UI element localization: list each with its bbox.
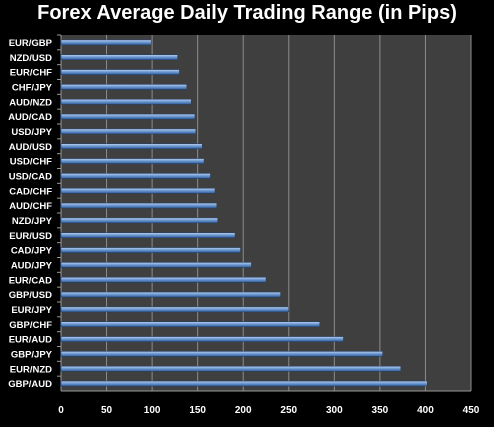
x-tick-label: 400 — [417, 405, 434, 416]
category-label: GBP/JPY — [11, 349, 53, 360]
category-label: EUR/NZD — [10, 364, 52, 375]
bar — [60, 366, 402, 372]
x-tick-label: 0 — [58, 405, 64, 416]
category-label: USD/JPY — [11, 127, 52, 138]
category-label: AUD/CAD — [8, 112, 52, 123]
category-label: NZD/USD — [10, 53, 52, 64]
category-label: EUR/CHF — [10, 68, 52, 79]
bar — [60, 84, 187, 90]
category-label: GBP/CHF — [9, 320, 52, 331]
x-tick-label: 200 — [235, 405, 252, 416]
bar — [60, 69, 180, 75]
bars — [60, 39, 428, 387]
bar — [60, 351, 383, 357]
category-label: AUD/CHF — [9, 201, 52, 212]
category-label: GBP/USD — [9, 290, 52, 301]
bar — [60, 380, 428, 387]
bar — [60, 262, 252, 268]
bar — [60, 321, 321, 327]
category-label: GBP/AUD — [8, 379, 52, 390]
category-label: EUR/GBP — [9, 38, 53, 49]
bar — [60, 128, 197, 135]
bar — [60, 143, 203, 149]
x-tick-label: 300 — [326, 405, 343, 416]
x-tick-label: 250 — [280, 405, 297, 416]
category-label: EUR/CAD — [9, 275, 52, 286]
category-label: CAD/CHF — [9, 186, 52, 197]
x-tick-labels: 0 50 100 150 200 250 300 350 400 450 — [58, 405, 480, 416]
plot-area — [61, 35, 471, 391]
category-label: AUD/USD — [9, 142, 52, 153]
bar — [60, 173, 211, 179]
category-label: AUD/JPY — [11, 260, 53, 271]
x-tick-label: 100 — [144, 405, 161, 416]
bar — [60, 306, 290, 313]
bar — [60, 217, 218, 224]
chart-title: Forex Average Daily Trading Range (in Pi… — [37, 2, 457, 24]
category-labels: EUR/GBP NZD/USD EUR/CHF CHF/JPY AUD/NZD AUD/C… — [8, 38, 52, 390]
bar — [60, 113, 196, 120]
x-tick-label: 350 — [372, 405, 389, 416]
category-label: CAD/JPY — [11, 246, 53, 257]
category-label: EUR/AUD — [9, 335, 52, 346]
bar — [60, 202, 218, 209]
bar — [60, 291, 281, 298]
bar — [60, 188, 216, 194]
bar — [60, 158, 205, 164]
category-label: AUD/NZD — [9, 97, 52, 108]
bar — [60, 247, 241, 253]
category-label: EUR/USD — [9, 231, 52, 242]
category-label: USD/CHF — [10, 157, 52, 168]
x-tick-label: 50 — [101, 405, 113, 416]
category-label: USD/CAD — [9, 171, 52, 182]
category-label: NZD/JPY — [12, 216, 53, 227]
bar — [60, 54, 178, 60]
bar — [60, 39, 152, 46]
x-tick-label: 450 — [463, 405, 480, 416]
bar — [60, 336, 344, 342]
bar — [60, 277, 267, 283]
bar — [60, 232, 236, 238]
category-label: CHF/JPY — [12, 82, 53, 93]
category-label: EUR/JPY — [11, 305, 52, 316]
bar — [60, 99, 192, 105]
x-tick-label: 150 — [189, 405, 206, 416]
gridlines — [57, 34, 472, 392]
